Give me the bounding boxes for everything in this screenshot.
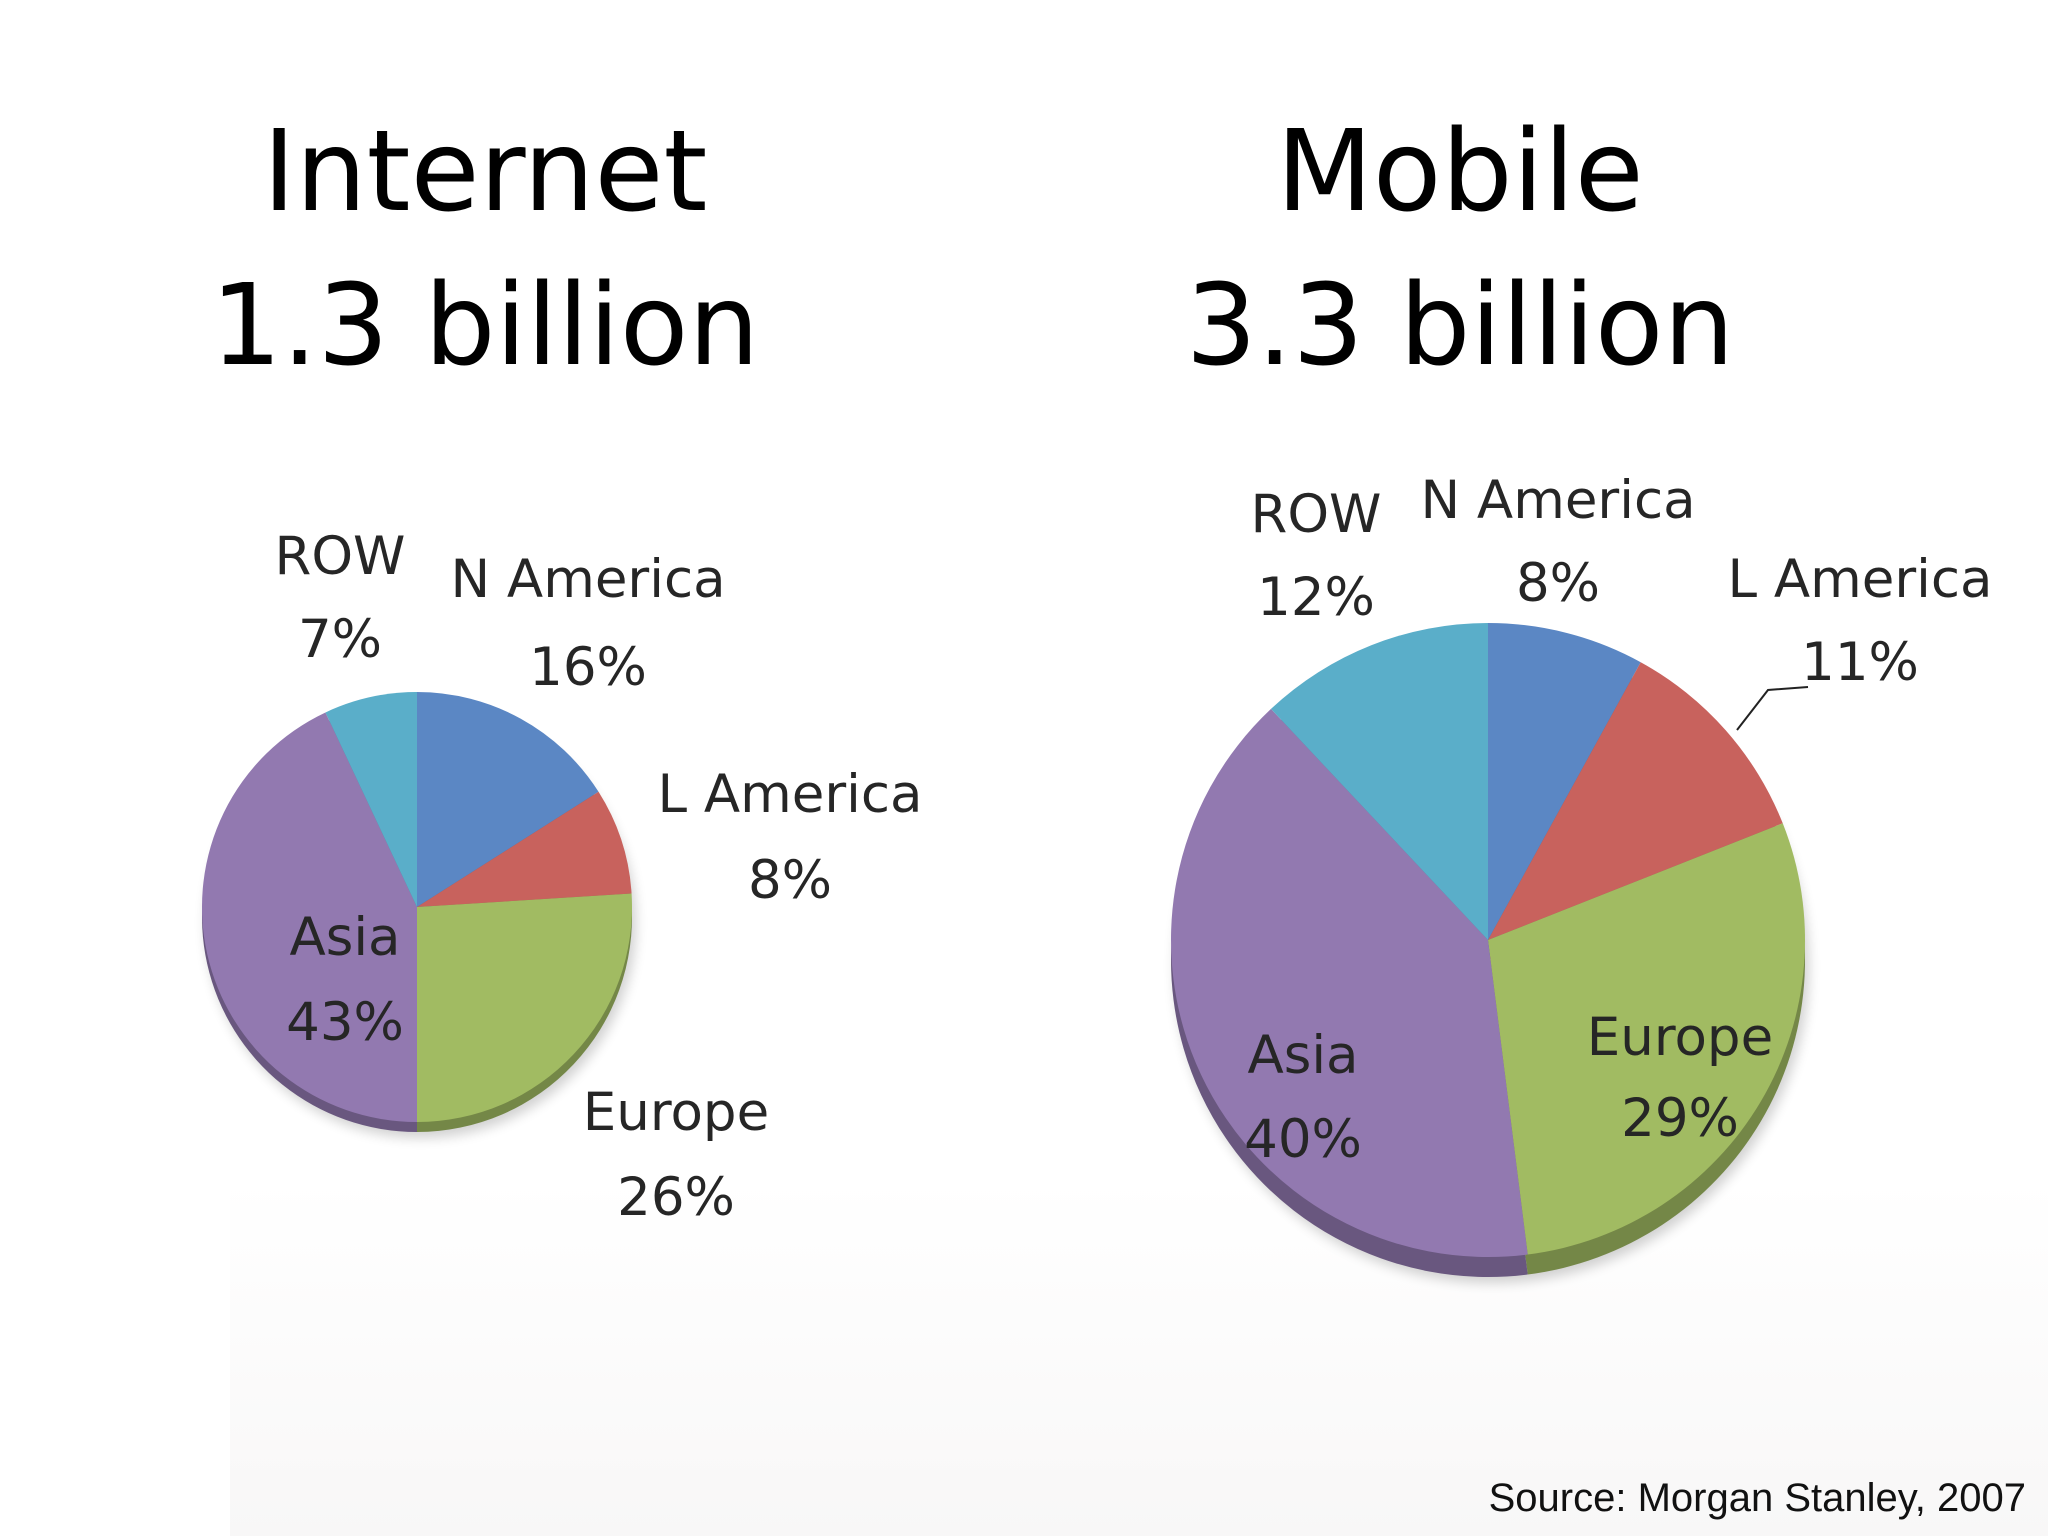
mobile-label-l-america: L America — [1728, 549, 1993, 610]
internet-pie: N America 16% L America 8% Europe 26% Asia 43% R… — [202, 526, 923, 1228]
mobile-slice-row — [1270, 623, 1488, 940]
internet-slice-l-america — [417, 791, 632, 907]
source-note: Source: Morgan Stanley, 2007 — [1488, 1476, 2026, 1520]
internet-slice-asia — [202, 712, 417, 1122]
mobile-value-l-america: 11% — [1801, 632, 1919, 693]
mobile-value-n-america: 8% — [1516, 553, 1600, 614]
internet-label-n-america: N America — [450, 549, 725, 610]
mobile-pie: N America 8% L America 11% Europe 29% Asia 40% R… — [1170, 470, 1993, 1283]
mobile-slice-l-america — [1488, 662, 1783, 940]
internet-value-europe: 26% — [617, 1167, 735, 1228]
mobile-label-n-america: N America — [1420, 470, 1695, 531]
internet-subtitle: 1.3 billion — [210, 261, 760, 391]
internet-slice-europe — [417, 893, 632, 1122]
internet-label-row: ROW — [275, 526, 406, 587]
internet-chart-title: Internet 1.3 billion — [160, 95, 810, 403]
internet-slice-n-america — [417, 692, 599, 907]
internet-value-l-america: 8% — [748, 850, 832, 911]
mobile-leader-l-america — [1736, 686, 1809, 731]
mobile-title: Mobile — [1276, 107, 1644, 237]
mobile-slice-n-america — [1488, 623, 1641, 940]
internet-slice-row — [325, 692, 417, 907]
mobile-label-europe: Europe — [1587, 1007, 1773, 1068]
internet-label-l-america: L America — [658, 764, 923, 825]
mobile-chart-title: Mobile 3.3 billion — [1135, 95, 1785, 403]
mobile-value-asia: 40% — [1244, 1109, 1362, 1170]
page-background — [230, 1180, 2048, 1536]
mobile-slice-asia — [1170, 708, 1528, 1257]
mobile-slice-europe — [1488, 823, 1806, 1255]
internet-value-row: 7% — [298, 609, 382, 670]
internet-title: Internet — [262, 107, 708, 237]
internet-value-n-america: 16% — [529, 637, 647, 698]
mobile-label-asia: Asia — [1247, 1025, 1358, 1086]
internet-value-asia: 43% — [286, 992, 404, 1053]
mobile-value-row: 12% — [1257, 567, 1375, 628]
mobile-value-europe: 29% — [1621, 1088, 1739, 1149]
internet-label-europe: Europe — [583, 1082, 769, 1143]
mobile-subtitle: 3.3 billion — [1185, 261, 1735, 391]
mobile-label-row: ROW — [1251, 484, 1382, 545]
internet-label-asia: Asia — [289, 907, 400, 968]
